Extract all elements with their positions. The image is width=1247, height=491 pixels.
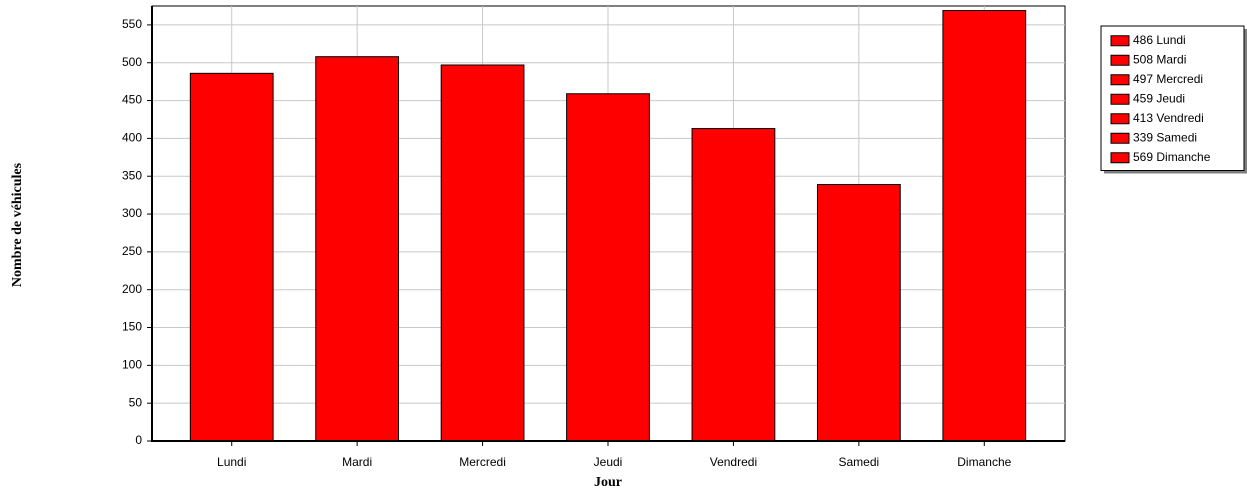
x-axis-title: Jour: [594, 475, 622, 490]
legend-label: 497 Mercredi: [1133, 72, 1203, 86]
x-tick-label: Mercredi: [459, 455, 506, 469]
y-tick-label: 100: [122, 358, 142, 372]
bar: [816, 184, 901, 442]
x-tick-label: Jeudi: [594, 455, 623, 469]
legend-label: 339 Samedi: [1133, 130, 1197, 144]
y-tick-label: 150: [122, 320, 142, 334]
legend-swatch: [1110, 152, 1130, 164]
legend-label: 413 Vendredi: [1133, 111, 1204, 125]
x-tick-label: Mardi: [342, 455, 372, 469]
bar: [189, 72, 274, 442]
x-tick-label: Dimanche: [957, 455, 1011, 469]
legend-label: 508 Mardi: [1133, 52, 1186, 66]
y-tick-label: 50: [129, 395, 143, 409]
y-tick-label: 450: [122, 93, 142, 107]
bar: [315, 56, 400, 442]
x-tick-label: Samedi: [839, 455, 880, 469]
y-tick-label: 400: [122, 131, 142, 145]
y-tick-label: 300: [122, 206, 142, 220]
y-tick-label: 350: [122, 168, 142, 182]
y-tick-label: 250: [122, 244, 142, 258]
bar: [691, 128, 776, 442]
x-tick-label: Vendredi: [710, 455, 757, 469]
bar: [942, 10, 1027, 442]
y-tick-label: 500: [122, 55, 142, 69]
legend-swatch: [1110, 113, 1130, 125]
y-axis-title: Nombre de véhicules: [10, 162, 25, 287]
bar: [440, 64, 525, 442]
legend-swatch: [1110, 132, 1130, 144]
legend-label: 569 Dimanche: [1133, 150, 1211, 164]
bar: [566, 93, 650, 442]
y-tick-label: 200: [122, 282, 142, 296]
x-tick-label: Lundi: [217, 455, 246, 469]
legend-swatch: [1110, 74, 1130, 86]
legend-swatch: [1110, 35, 1130, 47]
legend-label: 459 Jeudi: [1133, 91, 1185, 105]
legend-swatch: [1110, 93, 1130, 105]
legend-swatch: [1110, 54, 1130, 66]
y-tick-label: 0: [135, 433, 142, 447]
legend-label: 486 Lundi: [1133, 33, 1186, 47]
y-tick-label: 550: [122, 17, 142, 31]
